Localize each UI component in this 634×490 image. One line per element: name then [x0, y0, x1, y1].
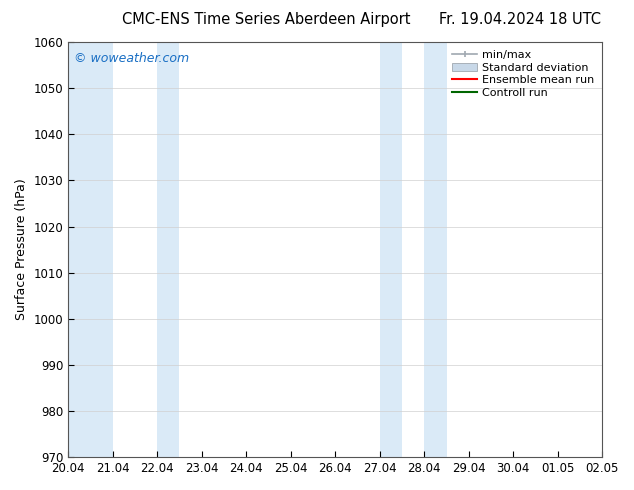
- Bar: [602, 42, 634, 457]
- Text: CMC-ENS Time Series Aberdeen Airport: CMC-ENS Time Series Aberdeen Airport: [122, 12, 411, 27]
- Text: Fr. 19.04.2024 18 UTC: Fr. 19.04.2024 18 UTC: [439, 12, 601, 27]
- Bar: [68, 42, 113, 457]
- Text: © woweather.com: © woweather.com: [74, 52, 189, 66]
- Bar: [157, 42, 179, 457]
- Legend: min/max, Standard deviation, Ensemble mean run, Controll run: min/max, Standard deviation, Ensemble me…: [450, 48, 597, 100]
- Bar: [424, 42, 446, 457]
- Bar: [380, 42, 402, 457]
- Y-axis label: Surface Pressure (hPa): Surface Pressure (hPa): [15, 179, 28, 320]
